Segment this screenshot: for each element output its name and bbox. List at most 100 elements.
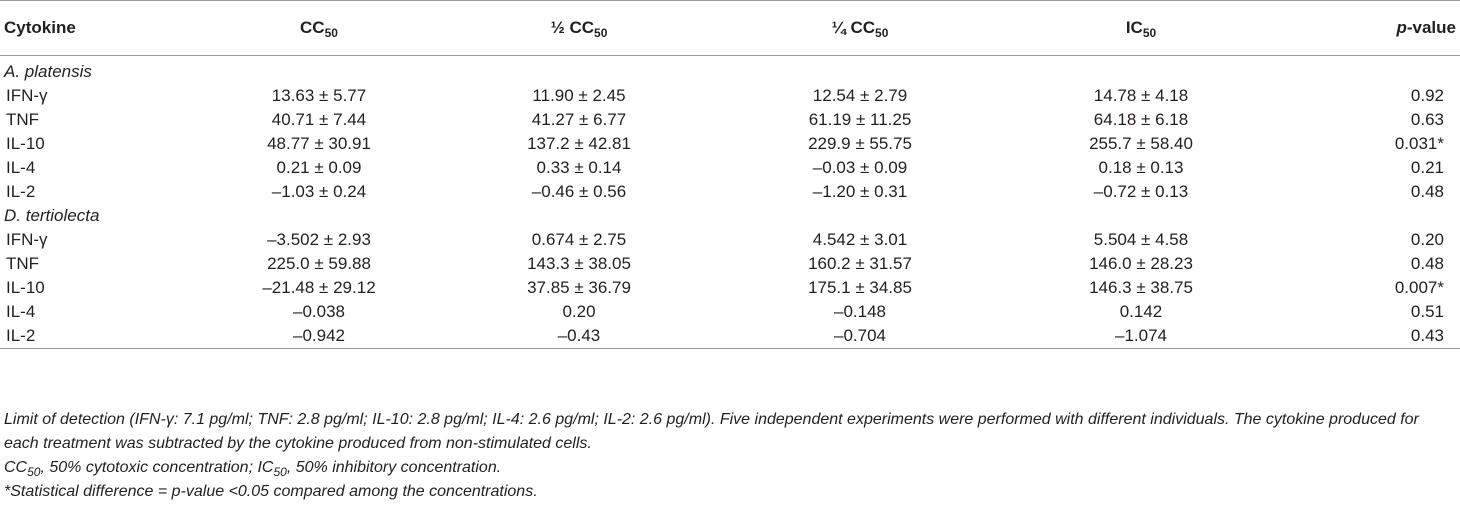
- group-row: A. platensis: [0, 56, 1460, 85]
- cell-cc50: 13.63 ± 5.77: [271, 86, 367, 105]
- cell-half-cc50: –0.43: [438, 324, 720, 349]
- cell-ic50: 14.78 ± 4.18: [1093, 86, 1189, 105]
- cell-ic50: –1.074: [1000, 324, 1282, 349]
- cell-half-cc50: 11.90 ± 2.45: [532, 86, 626, 105]
- header-quarter-cc50-sub: 50: [875, 26, 889, 40]
- header-ic50-sub: 50: [1142, 26, 1157, 40]
- cell-ic50: 64.18 ± 6.18: [1093, 110, 1189, 129]
- header-half-cc50-base: ½ CC: [550, 18, 595, 37]
- table-row: IFN-γ –3.502 ± 2.93 0.674 ± 2.75 4.542 ±…: [0, 228, 1460, 252]
- cell-p-value: 0.43: [1282, 324, 1460, 349]
- footnote-end-text: , 50% inhibitory concentration.: [286, 459, 502, 476]
- footnote-statistical-difference: *Statistical difference = p-value <0.05 …: [4, 483, 538, 500]
- header-cc50-base: CC: [300, 18, 325, 37]
- table-row: TNF 40.71 ± 7.44 41.27 ± 6.77 61.19 ± 11…: [0, 108, 1460, 132]
- table-row: TNF 225.0 ± 59.88 143.3 ± 38.05 160.2 ± …: [0, 252, 1460, 276]
- header-p-rest: -value: [1406, 18, 1456, 37]
- cell-quarter-cc50: 160.2 ± 31.57: [808, 254, 912, 273]
- cell-quarter-cc50: –0.704: [720, 324, 1000, 349]
- cell-quarter-cc50: 175.1 ± 34.85: [808, 278, 912, 297]
- table-header: Cytokine CC50 ½ CC50 ¼ CC50 IC50 p-value: [0, 0, 1460, 56]
- table-row: IL-4 –0.038 0.20 –0.148 0.142 0.51: [0, 300, 1460, 324]
- header-cytokine: Cytokine: [0, 0, 200, 56]
- table-row: IL-4 0.21 ± 0.09 0.33 ± 0.14 –0.03 ± 0.0…: [0, 156, 1460, 180]
- header-cc50-sub: 50: [324, 26, 338, 40]
- cell-cc50: –1.03 ± 0.24: [271, 182, 367, 201]
- header-half-cc50-sub: 50: [594, 26, 608, 40]
- cell-p-value: 0.63: [1410, 110, 1444, 129]
- cell-half-cc50: 0.33 ± 0.14: [536, 158, 622, 177]
- cell-cytokine: IFN-γ: [6, 230, 48, 249]
- cell-ic50: 0.18 ± 0.13: [1098, 158, 1184, 177]
- cell-quarter-cc50: –0.03 ± 0.09: [812, 158, 908, 177]
- table-row: IL-2 –1.03 ± 0.24 –0.46 ± 0.56 –1.20 ± 0…: [0, 180, 1460, 204]
- cell-cytokine: IL-2: [0, 324, 200, 349]
- cell-quarter-cc50: 61.19 ± 11.25: [808, 110, 912, 129]
- cell-p-value: 0.51: [1410, 302, 1444, 321]
- cell-p-value: 0.031*: [1394, 134, 1444, 153]
- cell-cc50: 48.77 ± 30.91: [267, 134, 371, 153]
- header-p-italic: p: [1396, 18, 1407, 37]
- cell-cytokine: IL-2: [6, 182, 36, 201]
- cell-p-value: 0.21: [1410, 158, 1444, 177]
- header-p-value: p-value: [1282, 0, 1460, 56]
- cell-half-cc50: 37.85 ± 36.79: [527, 278, 631, 297]
- cell-ic50: 0.142: [1119, 302, 1163, 321]
- table-row: IFN-γ 13.63 ± 5.77 11.90 ± 2.45 12.54 ± …: [0, 84, 1460, 108]
- cell-half-cc50: 0.20: [562, 302, 596, 321]
- header-ic50: IC50: [1000, 0, 1282, 56]
- cell-cc50: 225.0 ± 59.88: [267, 254, 371, 273]
- cell-cytokine: TNF: [6, 254, 40, 273]
- table-footnotes: Limit of detection (IFN-γ: 7.1 pg/ml; TN…: [4, 408, 1456, 504]
- group-name: D. tertiolecta: [4, 206, 100, 225]
- cell-ic50: 146.0 ± 28.23: [1089, 254, 1193, 273]
- header-cc50: CC50: [200, 0, 438, 56]
- cell-half-cc50: 143.3 ± 38.05: [527, 254, 631, 273]
- cell-cytokine: TNF: [6, 110, 40, 129]
- cell-cytokine: IFN-γ: [6, 86, 48, 105]
- cell-half-cc50: –0.46 ± 0.56: [531, 182, 627, 201]
- cell-half-cc50: 137.2 ± 42.81: [527, 134, 631, 153]
- cell-cytokine: IL-10: [6, 278, 45, 297]
- cytokine-table: Cytokine CC50 ½ CC50 ¼ CC50 IC50 p-value…: [0, 0, 1460, 349]
- footnote-abbreviations: CC50, 50% cytotoxic concentration; IC50,…: [4, 456, 1456, 480]
- header-half-cc50: ½ CC50: [438, 0, 720, 56]
- cell-p-value: 0.48: [1410, 182, 1444, 201]
- cell-p-value: 0.007*: [1394, 278, 1444, 297]
- table-row: IL-2 –0.942 –0.43 –0.704 –1.074 0.43: [0, 324, 1460, 349]
- cell-ic50: –0.72 ± 0.13: [1093, 182, 1189, 201]
- cell-p-value: 0.48: [1410, 254, 1444, 273]
- header-quarter-cc50-base: ¼ CC: [831, 18, 876, 37]
- cell-cc50: –21.48 ± 29.12: [262, 278, 376, 297]
- footnote-cc-sub: 50: [27, 465, 41, 479]
- cell-ic50: 5.504 ± 4.58: [1093, 230, 1189, 249]
- group-row: D. tertiolecta: [0, 204, 1460, 228]
- footnote-cc-text: CC: [4, 459, 28, 476]
- footnote-mid-text: , 50% cytotoxic concentration; IC: [40, 459, 274, 476]
- header-row: Cytokine CC50 ½ CC50 ¼ CC50 IC50 p-value: [0, 0, 1460, 56]
- cell-quarter-cc50: –1.20 ± 0.31: [812, 182, 908, 201]
- cell-ic50: 255.7 ± 58.40: [1089, 134, 1193, 153]
- table-row: IL-10 48.77 ± 30.91 137.2 ± 42.81 229.9 …: [0, 132, 1460, 156]
- cell-p-value: 0.92: [1410, 86, 1444, 105]
- cell-p-value: 0.20: [1410, 230, 1444, 249]
- cell-cc50: 0.21 ± 0.09: [276, 158, 362, 177]
- table-row: IL-10 –21.48 ± 29.12 37.85 ± 36.79 175.1…: [0, 276, 1460, 300]
- header-quarter-cc50: ¼ CC50: [720, 0, 1000, 56]
- cell-cytokine: IL-10: [6, 134, 45, 153]
- group-name: A. platensis: [4, 62, 92, 81]
- cell-cytokine: IL-4: [6, 158, 36, 177]
- cell-quarter-cc50: –0.148: [834, 302, 886, 321]
- cell-cc50: –3.502 ± 2.93: [267, 230, 371, 249]
- cell-cc50: –0.942: [200, 324, 438, 349]
- cell-half-cc50: 41.27 ± 6.77: [531, 110, 627, 129]
- cell-quarter-cc50: 12.54 ± 2.79: [812, 86, 908, 105]
- cell-cytokine: IL-4: [6, 302, 36, 321]
- table-body: A. platensis IFN-γ 13.63 ± 5.77 11.90 ± …: [0, 56, 1460, 349]
- cell-ic50: 146.3 ± 38.75: [1089, 278, 1193, 297]
- cell-cc50: –0.038: [293, 302, 345, 321]
- cell-cc50: 40.71 ± 7.44: [271, 110, 367, 129]
- footnote-limit-of-detection: Limit of detection (IFN-γ: 7.1 pg/ml; TN…: [4, 411, 1419, 452]
- footnote-ic-sub: 50: [273, 465, 287, 479]
